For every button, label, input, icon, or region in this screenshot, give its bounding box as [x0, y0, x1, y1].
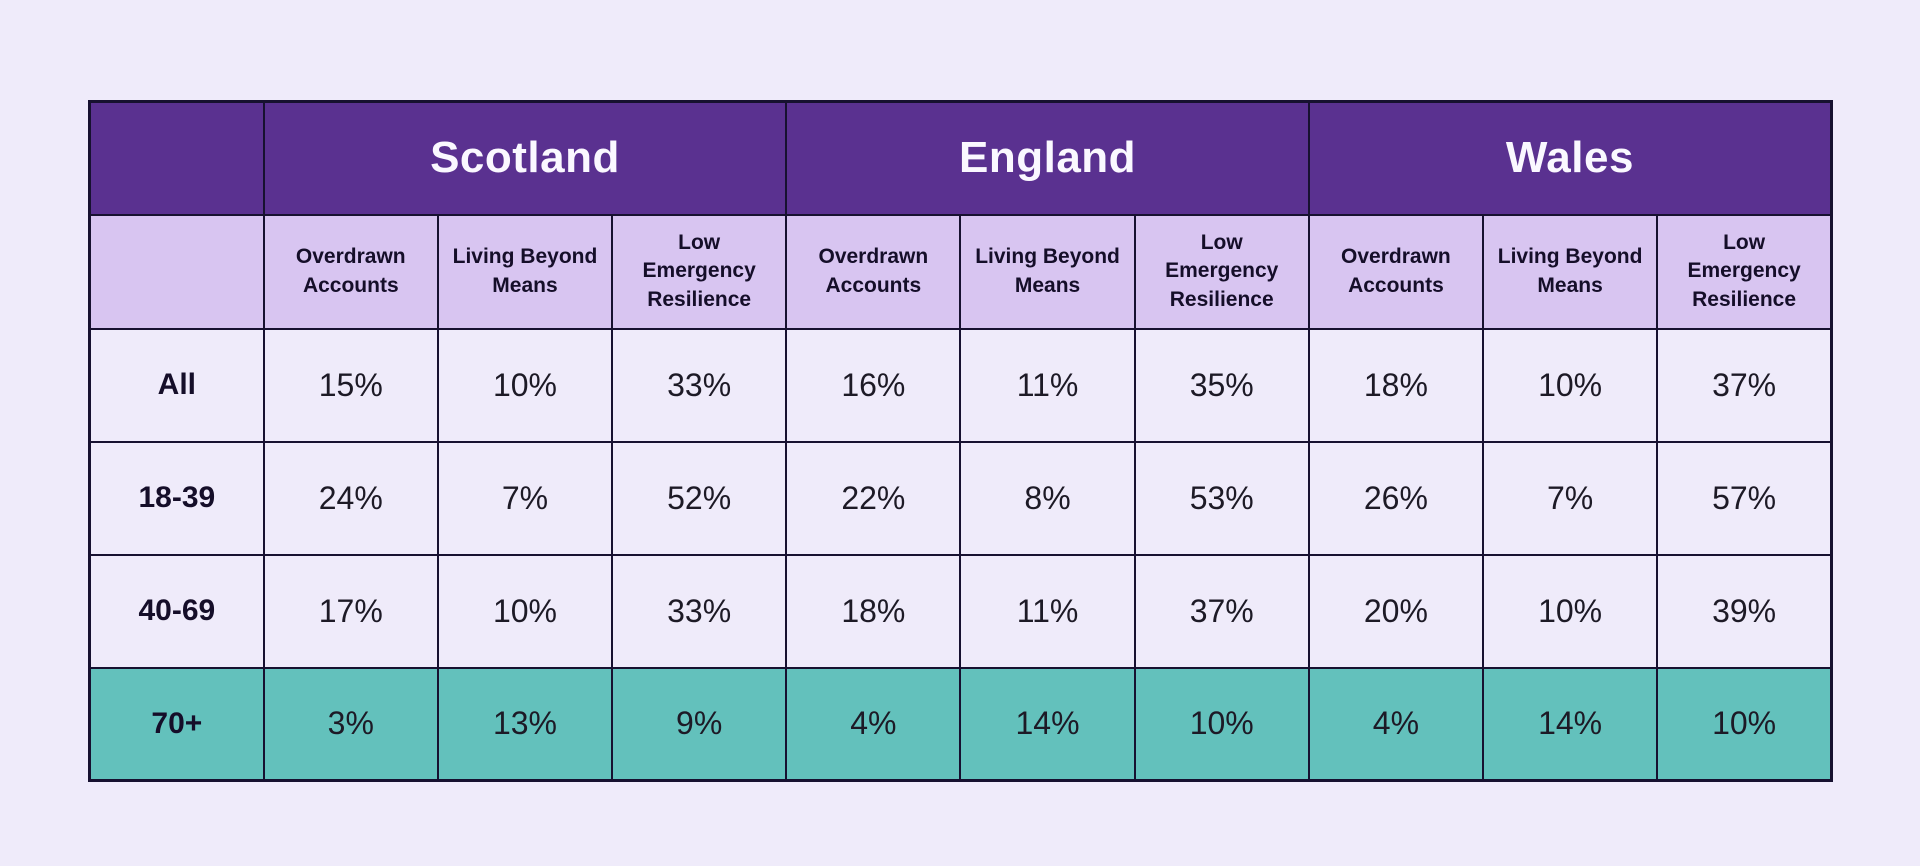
measure-header-england-overdrawn: Overdrawn Accounts [785, 213, 962, 330]
country-header-england: England [785, 100, 1310, 216]
value-cell: 11% [959, 553, 1136, 669]
table-row: 70+ 3% 13% 9% 4% 14% 10% 4% 14% 10% [88, 666, 1833, 782]
value-cell: 18% [1307, 327, 1485, 443]
value-cell: 10% [436, 553, 614, 669]
value-cell: 17% [262, 553, 439, 669]
value-cell: 53% [1133, 440, 1310, 556]
row-label: 70+ [88, 666, 265, 782]
value-cell: 26% [1307, 440, 1485, 556]
measure-header-scotland-low-resilience: Low Emergency Resilience [611, 213, 788, 330]
value-cell: 4% [785, 666, 962, 782]
table-row: 40-69 17% 10% 33% 18% 11% 37% 20% 10% 39% [88, 553, 1833, 669]
measure-header-england-living-beyond: Living Beyond Means [959, 213, 1136, 330]
value-cell: 14% [1481, 666, 1659, 782]
value-cell: 3% [262, 666, 439, 782]
value-cell: 37% [1656, 327, 1833, 443]
measure-header-scotland-overdrawn: Overdrawn Accounts [262, 213, 439, 330]
row-label: All [88, 327, 265, 443]
value-cell: 10% [1133, 666, 1310, 782]
measure-header-row: Overdrawn Accounts Living Beyond Means L… [88, 213, 1833, 330]
value-cell: 35% [1133, 327, 1310, 443]
country-header-wales: Wales [1307, 100, 1833, 216]
value-cell: 33% [611, 327, 788, 443]
country-header-row: Scotland England Wales [88, 100, 1833, 216]
value-cell: 10% [436, 327, 614, 443]
value-cell: 15% [262, 327, 439, 443]
value-cell: 13% [436, 666, 614, 782]
financial-wellbeing-table: Scotland England Wales Overdrawn Account… [88, 100, 1833, 782]
value-cell: 22% [785, 440, 962, 556]
value-cell: 10% [1656, 666, 1833, 782]
value-cell: 14% [959, 666, 1136, 782]
value-cell: 24% [262, 440, 439, 556]
table-row: 18-39 24% 7% 52% 22% 8% 53% 26% 7% 57% [88, 440, 1833, 556]
value-cell: 18% [785, 553, 962, 669]
corner-cell-top [88, 100, 265, 216]
value-cell: 52% [611, 440, 788, 556]
measure-header-wales-overdrawn: Overdrawn Accounts [1307, 213, 1485, 330]
measure-header-england-low-resilience: Low Emergency Resilience [1133, 213, 1310, 330]
value-cell: 9% [611, 666, 788, 782]
value-cell: 16% [785, 327, 962, 443]
measure-header-scotland-living-beyond: Living Beyond Means [436, 213, 614, 330]
value-cell: 4% [1307, 666, 1485, 782]
value-cell: 37% [1133, 553, 1310, 669]
corner-cell-sub [88, 213, 265, 330]
row-label: 18-39 [88, 440, 265, 556]
country-header-scotland: Scotland [262, 100, 788, 216]
row-label: 40-69 [88, 553, 265, 669]
value-cell: 39% [1656, 553, 1833, 669]
table-body: All 15% 10% 33% 16% 11% 35% 18% 10% 37% 18-39 24% 7%… [88, 327, 1833, 782]
measure-header-wales-living-beyond: Living Beyond Means [1481, 213, 1659, 330]
value-cell: 10% [1481, 553, 1659, 669]
value-cell: 11% [959, 327, 1136, 443]
value-cell: 10% [1481, 327, 1659, 443]
value-cell: 7% [1481, 440, 1659, 556]
table-row: All 15% 10% 33% 16% 11% 35% 18% 10% 37% [88, 327, 1833, 443]
value-cell: 8% [959, 440, 1136, 556]
value-cell: 33% [611, 553, 788, 669]
value-cell: 20% [1307, 553, 1485, 669]
measure-header-wales-low-resilience: Low Emergency Resilience [1656, 213, 1833, 330]
value-cell: 7% [436, 440, 614, 556]
value-cell: 57% [1656, 440, 1833, 556]
